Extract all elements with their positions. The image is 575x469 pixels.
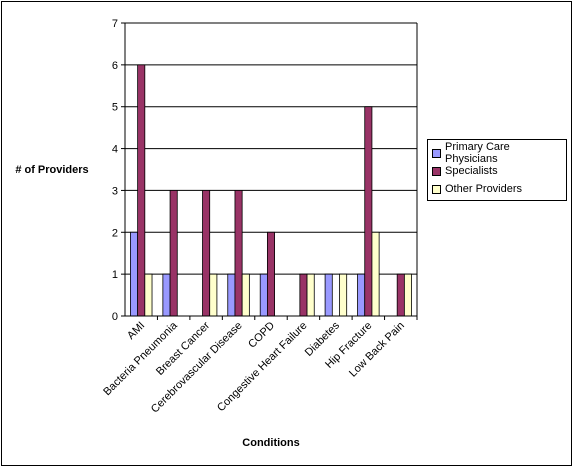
bar-primary-care-physicians-hip-fracture: [357, 273, 366, 317]
y-tick-label-7: 7: [112, 18, 118, 30]
legend-label-other-providers: Other Providers: [445, 183, 523, 195]
y-tick-label-6: 6: [112, 60, 118, 72]
y-tick-label-5: 5: [112, 102, 118, 114]
bar-primary-care-physicians-copd: [259, 273, 268, 317]
bar-specialists-breast-cancer: [202, 190, 211, 317]
legend-label-primary-care: Primary Care Physicians: [445, 141, 510, 165]
bar-other-providers-diabetes: [339, 273, 348, 317]
legend-swatch-other-providers: [432, 184, 441, 194]
bar-other-providers-congestive-heart-failure: [306, 273, 315, 317]
y-tick-label-1: 1: [112, 269, 118, 281]
bar-other-providers-breast-cancer: [209, 273, 218, 317]
y-tick-label-3: 3: [112, 185, 118, 197]
y-axis-title: # of Providers: [15, 164, 88, 176]
bar-primary-care-physicians-ami: [130, 231, 139, 317]
x-axis-title: Conditions: [242, 437, 299, 449]
bar-specialists-hip-fracture: [364, 106, 373, 317]
y-tick-label-0: 0: [112, 311, 118, 323]
legend-label-specialists: Specialists: [445, 165, 498, 177]
bar-other-providers-cerebrovascular-disease: [241, 273, 250, 317]
bar-other-providers-hip-fracture: [371, 231, 380, 317]
x-tick-label-copd: COPD: [246, 320, 277, 351]
legend-swatch-primary-care: [432, 148, 441, 158]
legend-swatch-specialists: [432, 166, 441, 176]
y-tick-label-2: 2: [112, 227, 118, 239]
bar-other-providers-low-back-pain: [403, 273, 412, 317]
bar-specialists-low-back-pain: [396, 273, 405, 317]
bar-specialists-bacteria-pneumonia: [169, 190, 178, 317]
bar-specialists-congestive-heart-failure: [299, 273, 308, 317]
legend-item-other-providers: Other Providers: [432, 180, 562, 198]
bar-specialists-cerebrovascular-disease: [234, 190, 243, 317]
x-tick-label-ami: AMI: [125, 320, 147, 342]
bar-primary-care-physicians-diabetes: [324, 273, 333, 317]
bar-specialists-ami: [137, 64, 146, 317]
bar-specialists-copd: [266, 231, 275, 317]
bar-primary-care-physicians-bacteria-pneumonia: [162, 273, 171, 317]
y-tick-label-4: 4: [112, 144, 118, 156]
legend-item-specialists: Specialists: [432, 162, 562, 180]
bar-other-providers-ami: [144, 273, 153, 317]
bar-primary-care-physicians-cerebrovascular-disease: [227, 273, 236, 317]
legend: Primary Care Physicians Specialists Othe…: [427, 139, 567, 201]
legend-item-primary-care: Primary Care Physicians: [432, 141, 562, 165]
